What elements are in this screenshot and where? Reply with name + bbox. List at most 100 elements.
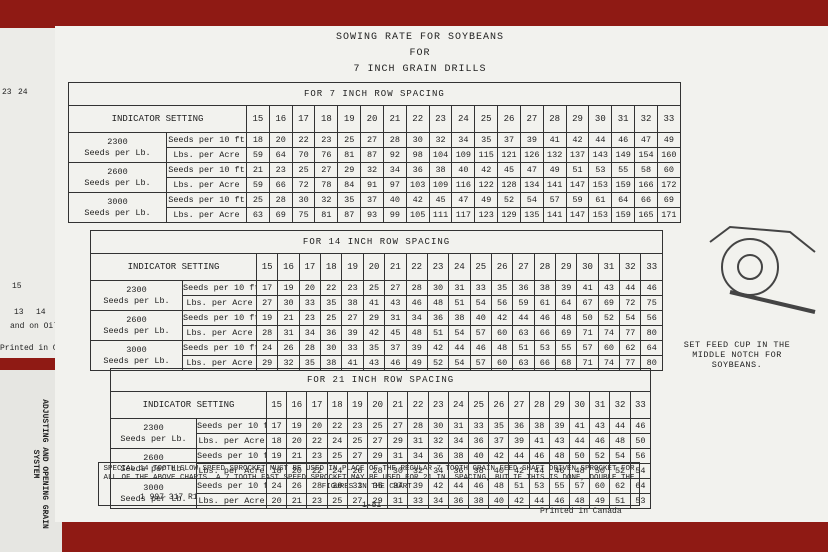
rate-cell: 44 (569, 433, 591, 449)
rate-cell: 18 (246, 132, 270, 148)
setting: 30 (569, 391, 591, 419)
rate-cell: 38 (468, 463, 490, 479)
rate-cell: 17 (255, 280, 279, 296)
rate-cell: 92 (382, 147, 407, 163)
setting: 15 (255, 253, 279, 281)
rate-cell: 71 (576, 325, 599, 341)
setting: 33 (629, 391, 652, 419)
setting: 28 (542, 105, 567, 133)
rate-cell: 30 (277, 295, 300, 311)
rate-cell: 37 (488, 433, 510, 449)
rate-cell: 28 (255, 325, 279, 341)
rate-cell: 46 (468, 478, 490, 494)
printed: Printed in Canada (540, 507, 622, 516)
title-line: FOR (409, 48, 431, 59)
rate-cell: 70 (291, 147, 316, 163)
data-row: Lbs. per Acre 27 30 33 35 38 41 43 46 48 51 54 56 59 6… (91, 295, 664, 311)
rate-cell: 58 (634, 162, 658, 178)
setting: 19 (346, 391, 369, 419)
rate-cell: 36 (320, 325, 343, 341)
setting: 32 (619, 253, 642, 281)
rate-cell: 154 (634, 147, 658, 163)
row-label: Lbs. per Acre (196, 433, 267, 449)
rate-cell: 20 (298, 280, 322, 296)
setting: 18 (320, 253, 343, 281)
rate-cell: 48 (555, 310, 578, 326)
rate-cell: 33 (407, 493, 429, 509)
setting: 16 (286, 391, 308, 419)
rate-cell: 121 (497, 147, 521, 163)
rate-cell: 43 (589, 418, 611, 434)
rate-cell: 41 (542, 132, 567, 148)
rate-cell: 30 (427, 418, 449, 434)
rate-cell: 21 (286, 448, 308, 464)
rate-cell: 38 (447, 448, 470, 464)
seeds-unit: Seeds per Lb. (84, 147, 151, 158)
setting: 22 (405, 105, 430, 133)
seed-group: 3000 Seeds per Lb. (110, 478, 197, 509)
rate-cell: 109 (428, 177, 453, 193)
rate-cell: 46 (629, 418, 652, 434)
rate-cell: 43 (384, 295, 407, 311)
rate-cell: 42 (405, 192, 430, 208)
rate-cell: 21 (286, 493, 308, 509)
rate-cell: 40 (469, 310, 492, 326)
rate-cell: 72 (291, 177, 316, 193)
rate-cell: 34 (298, 325, 322, 341)
data-row: 2300 Seeds per Lb. Seeds per 10 ft 17 19 20 22… (110, 418, 652, 449)
rate-cell: 87 (360, 147, 384, 163)
seed-group: 2600 Seeds per Lb. (110, 448, 197, 479)
rate-cell: 59 (512, 295, 535, 311)
rate-cell: 159 (611, 207, 636, 223)
rate-cell: 52 (609, 463, 631, 479)
left-number: 15 (12, 282, 22, 291)
seed-group: 2600 Seeds per Lb. (90, 310, 183, 341)
rate-cell: 44 (619, 280, 642, 296)
rate-cell: 50 (576, 310, 599, 326)
setting: 28 (528, 391, 550, 419)
rate-cell: 34 (427, 463, 449, 479)
rate-cell: 31 (387, 448, 409, 464)
rate-cell: 54 (469, 295, 492, 311)
rate-cell: 28 (382, 132, 407, 148)
rate-cell: 35 (337, 192, 362, 208)
rate-cell: 34 (407, 448, 429, 464)
setting: 31 (589, 391, 611, 419)
rate-cell: 20 (306, 418, 328, 434)
rate-cell: 25 (367, 418, 389, 434)
rate-cell: 39 (548, 418, 571, 434)
rate-cell: 111 (428, 207, 453, 223)
rate-cell: 44 (448, 340, 471, 356)
rate-cell: 49 (656, 132, 681, 148)
rate-cell: 19 (255, 310, 279, 326)
left-printed: Printed in Canada (0, 344, 82, 353)
seeds-unit: Seeds per Lb. (103, 325, 170, 336)
rate-cell: 27 (314, 162, 339, 178)
rate-cell: 18 (265, 463, 288, 479)
left-number: 13 (14, 308, 24, 317)
rate-cell: 21 (277, 310, 300, 326)
rate-cell: 24 (326, 433, 348, 449)
rate-cell: 31 (407, 433, 429, 449)
setting: 27 (519, 105, 544, 133)
rate-cell: 26 (346, 463, 369, 479)
rate-cell: 149 (611, 147, 636, 163)
setting: 21 (387, 391, 409, 419)
seeds-unit: Seeds per Lb. (84, 207, 151, 218)
setting-label: INDICATOR SETTING (110, 391, 267, 419)
rate-cell: 56 (640, 310, 664, 326)
rate-cell: 33 (468, 418, 490, 434)
rate-cell: 29 (367, 493, 389, 509)
seeds-per-lb: 2300 (107, 136, 128, 147)
rate-cell: 48 (569, 493, 591, 509)
rate-cell: 20 (265, 493, 288, 509)
rate-cell: 31 (447, 418, 470, 434)
setting: 26 (488, 391, 510, 419)
data-row: Lbs. per Acre 20 21 23 25 27 29 31 33 34 36 38 40 42 4… (111, 493, 652, 509)
rate-cell: 42 (508, 493, 530, 509)
rate-cell: 35 (490, 280, 514, 296)
row-label: Seeds per 10 ft (166, 132, 247, 148)
rate-cell: 36 (447, 493, 470, 509)
